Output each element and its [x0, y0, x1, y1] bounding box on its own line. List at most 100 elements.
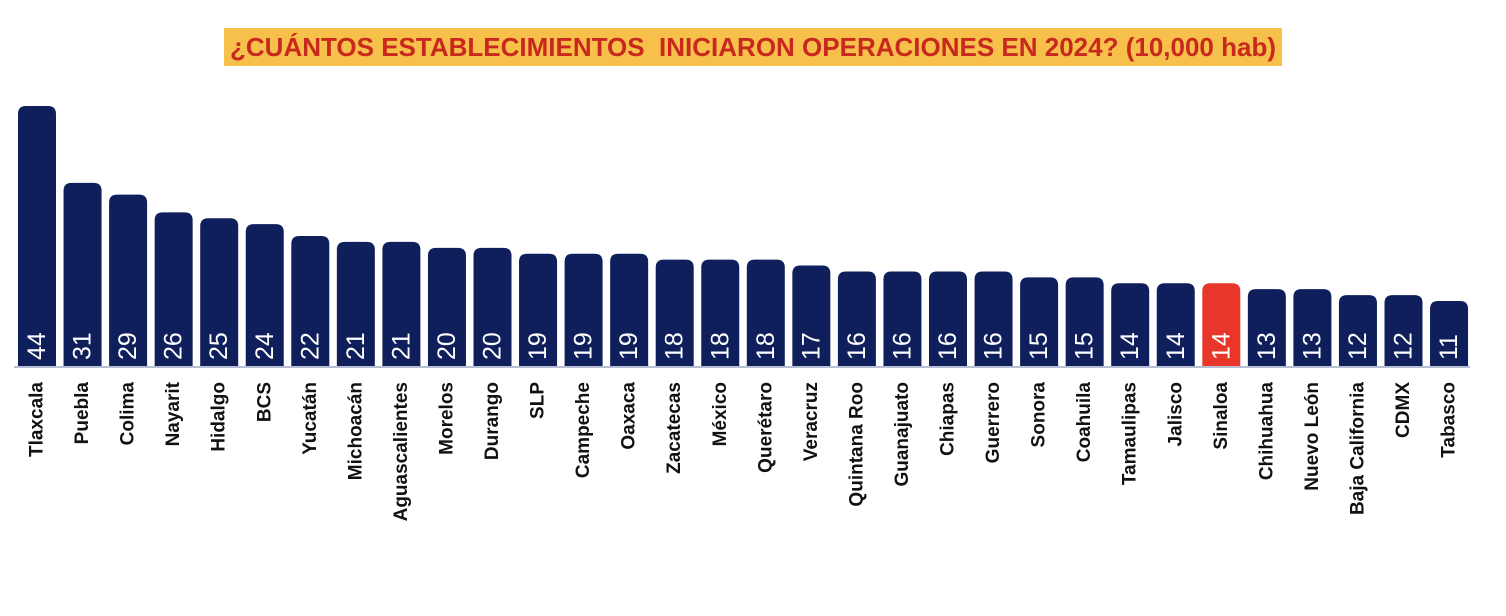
value-label: 31 — [69, 332, 97, 360]
category-label: Oaxaca — [619, 382, 640, 450]
value-label: 14 — [1162, 332, 1190, 360]
bar-yucatán — [291, 236, 330, 366]
bar-guerrero — [974, 271, 1013, 366]
bar-sinaloa — [1202, 283, 1241, 366]
value-label: 18 — [706, 332, 734, 360]
bar-quintana-roo — [837, 271, 876, 366]
category-label: Tlaxcala — [27, 382, 48, 457]
value-label: 13 — [1298, 332, 1326, 360]
bar-colima — [109, 194, 148, 366]
value-label: 13 — [1253, 332, 1281, 360]
value-label: 16 — [980, 332, 1008, 360]
bar-nayarit — [154, 212, 193, 366]
category-label: BCS — [254, 382, 275, 422]
bar-chihuahua — [1247, 289, 1286, 366]
category-label: Nayarit — [163, 381, 184, 446]
value-label: 24 — [251, 332, 279, 360]
value-label: 18 — [661, 332, 689, 360]
value-label: 11 — [1435, 334, 1463, 360]
category-label: Durango — [482, 382, 503, 460]
category-label: Coahuila — [1074, 382, 1095, 463]
category-label: Nuevo León — [1302, 382, 1323, 491]
value-label: 29 — [114, 332, 142, 360]
category-label: Tamaulipas — [1120, 382, 1141, 485]
value-label: 26 — [160, 332, 188, 360]
category-label: Zacatecas — [664, 382, 685, 474]
value-label: 15 — [1025, 332, 1053, 360]
bar-tamaulipas — [1111, 283, 1150, 366]
category-label: Veracruz — [801, 382, 822, 461]
value-label: 14 — [1116, 332, 1144, 360]
value-label: 20 — [433, 332, 461, 360]
category-label: Sinaloa — [1211, 382, 1232, 450]
category-label: México — [710, 382, 731, 446]
bar-guanajuato — [883, 271, 922, 366]
bar-tabasco — [1430, 301, 1469, 366]
bar-veracruz — [792, 265, 831, 366]
bars-group — [18, 106, 1469, 366]
bar-nuevo-león — [1293, 289, 1332, 366]
bar-tlaxcala — [18, 106, 56, 366]
bar-michoacán — [336, 241, 375, 366]
category-label: Hidalgo — [209, 382, 230, 452]
bar-puebla — [63, 182, 102, 366]
category-label: Colima — [118, 382, 139, 446]
category-label: Chiapas — [938, 382, 959, 456]
chart-title: ¿CUÁNTOS ESTABLECIMIENTOS INICIARON OPER… — [224, 28, 1282, 66]
value-label: 12 — [1390, 332, 1418, 360]
bar-oaxaca — [610, 253, 649, 366]
labels-group: 44 Tlaxcala 31 Puebla 29 Colima 26 Nayarit 25 Hid… — [23, 332, 1463, 521]
bar-jalisco — [1156, 283, 1195, 366]
bar-zacatecas — [655, 259, 694, 366]
category-label: Querétaro — [755, 382, 776, 473]
category-label: SLP — [528, 382, 549, 419]
value-label: 44 — [23, 332, 51, 360]
bar-campeche — [564, 253, 603, 366]
bar-aguascalientes — [382, 241, 421, 366]
bar-chiapas — [929, 271, 967, 366]
category-label: Yucatán — [300, 382, 321, 455]
value-label: 19 — [615, 332, 643, 360]
bar-cdmx — [1384, 295, 1423, 366]
bar-querétaro — [746, 259, 785, 366]
value-label: 21 — [342, 332, 370, 360]
title-banner: ¿CUÁNTOS ESTABLECIMIENTOS INICIARON OPER… — [0, 28, 1506, 66]
value-label: 22 — [296, 332, 324, 360]
bar-baja-california — [1338, 295, 1377, 366]
value-label: 16 — [888, 332, 916, 360]
category-label: Jalisco — [1165, 382, 1186, 446]
category-label: CDMX — [1393, 382, 1414, 438]
category-label: Sonora — [1029, 382, 1050, 448]
category-label: Puebla — [72, 382, 93, 445]
value-label: 16 — [843, 332, 871, 360]
value-label: 12 — [1344, 332, 1372, 360]
value-label: 14 — [1207, 332, 1235, 360]
bar-méxico — [701, 259, 740, 366]
bar-slp — [519, 253, 558, 366]
category-label: Tabasco — [1439, 382, 1460, 458]
value-label: 16 — [934, 332, 962, 360]
bar-sonora — [1020, 277, 1059, 366]
value-label: 19 — [570, 332, 598, 360]
bar-durango — [473, 247, 512, 366]
bar-bcs — [245, 224, 284, 366]
bar-morelos — [427, 247, 466, 366]
value-label: 18 — [752, 332, 780, 360]
bar-coahuila — [1065, 277, 1104, 366]
value-label: 20 — [479, 332, 507, 360]
category-label: Guerrero — [983, 382, 1004, 463]
value-label: 19 — [524, 332, 552, 360]
category-label: Baja California — [1347, 382, 1368, 515]
value-label: 21 — [387, 332, 415, 360]
value-label: 25 — [205, 332, 233, 360]
category-label: Michoacán — [345, 382, 366, 480]
category-label: Quintana Roo — [846, 382, 867, 507]
category-label: Aguascalientes — [391, 382, 412, 521]
category-label: Guanajuato — [892, 382, 913, 487]
value-label: 15 — [1071, 332, 1099, 360]
category-label: Morelos — [436, 382, 457, 455]
category-label: Chihuahua — [1256, 382, 1277, 481]
category-label: Campeche — [573, 382, 594, 478]
bar-hidalgo — [200, 218, 239, 366]
